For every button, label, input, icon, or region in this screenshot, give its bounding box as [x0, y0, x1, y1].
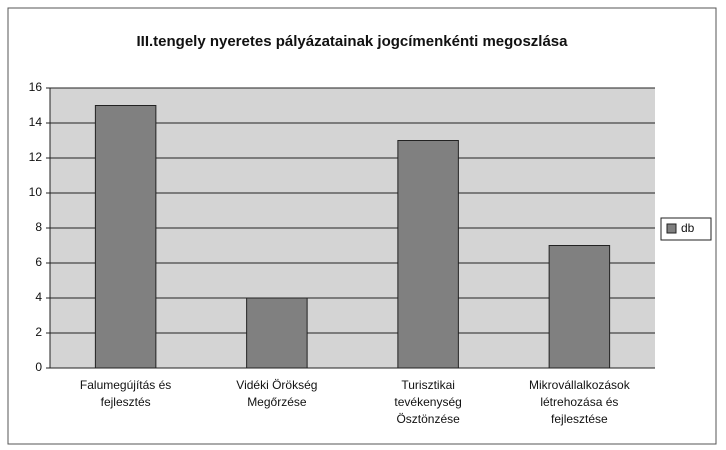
x-tick-label: Mikrovállalkozások létrehozása és fejleszt… [529, 378, 631, 426]
x-tick-label-line: Ösztönzése [396, 412, 460, 426]
y-tick-label: 2 [35, 325, 42, 339]
y-tick-label: 14 [29, 115, 43, 129]
x-tick-label-line: Mikrovállalkozások [529, 378, 631, 392]
x-tick-label-line: Megőrzése [247, 395, 307, 409]
x-tick-label-line: fejlesztés [101, 395, 151, 409]
x-tick-label-line: fejlesztése [551, 412, 608, 426]
y-tick-label: 16 [29, 80, 43, 94]
y-tick-label: 10 [29, 185, 43, 199]
x-tick-label: Falumegújítás és fejlesztés [80, 378, 171, 409]
x-tick-label-line: Vidéki Örökség [236, 378, 317, 392]
x-tick-label: Vidéki Örökség Megőrzése [236, 378, 317, 409]
x-tick-label-line: Turisztikai [401, 378, 455, 392]
chart-title: III.tengely nyeretes pályázatainak jogcí… [136, 33, 568, 50]
bar [94, 105, 157, 369]
y-tick-label: 4 [35, 290, 42, 304]
y-tick-label: 8 [35, 220, 42, 234]
x-tick-label-line: Falumegújítás és [80, 378, 171, 392]
y-tick-label: 12 [29, 150, 43, 164]
y-tick-label: 6 [35, 255, 42, 269]
x-tick-label: Turisztikai tevékenység Ösztönzése [394, 378, 461, 426]
x-tick-label-line: tevékenység [394, 395, 461, 409]
bar [397, 140, 459, 369]
y-tick-label: 0 [35, 360, 42, 374]
x-tick-label-line: létrehozása és [540, 395, 618, 409]
legend-label: db [681, 221, 695, 235]
bar [548, 245, 611, 369]
legend-swatch [666, 223, 677, 234]
bar [246, 297, 308, 369]
